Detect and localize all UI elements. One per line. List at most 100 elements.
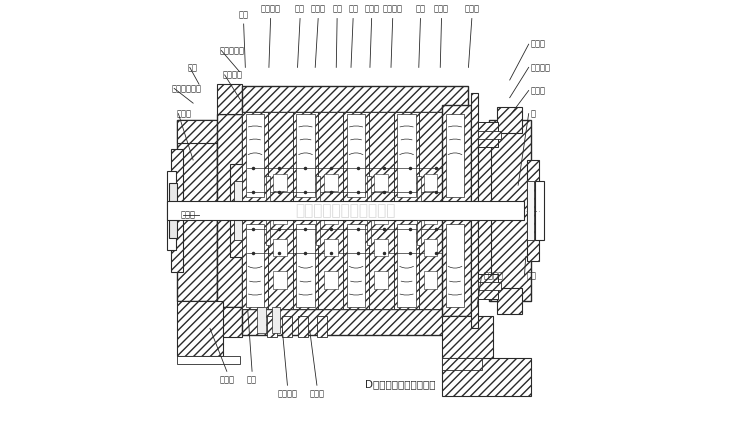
Bar <box>177 120 218 143</box>
Bar <box>471 93 478 328</box>
Text: 中段: 中段 <box>348 5 358 13</box>
Bar <box>281 316 292 337</box>
Bar <box>242 309 467 335</box>
Bar <box>324 173 338 192</box>
Bar <box>217 84 242 114</box>
Bar <box>296 114 315 197</box>
Bar <box>242 86 467 112</box>
Text: 次级叶轮: 次级叶轮 <box>382 5 403 13</box>
Text: 前段: 前段 <box>238 10 249 19</box>
Bar <box>324 271 338 289</box>
Text: 轴瓦: 轴瓦 <box>188 63 198 72</box>
Bar <box>497 288 522 314</box>
Bar <box>346 224 365 307</box>
Bar <box>367 176 370 201</box>
Bar <box>497 107 522 133</box>
Bar <box>272 307 280 333</box>
Bar <box>177 356 240 364</box>
Text: 深圳市龙岗机械有限公司: 深圳市龙岗机械有限公司 <box>296 203 396 218</box>
Bar <box>535 181 544 240</box>
Text: 平衡盘: 平衡盘 <box>531 86 546 95</box>
Bar <box>234 181 246 240</box>
Bar <box>346 114 365 197</box>
Text: 填料: 填料 <box>247 376 257 384</box>
Text: D型滑动轴承结构示意图: D型滑动轴承结构示意图 <box>365 379 436 389</box>
Bar <box>166 201 524 220</box>
Bar <box>273 173 287 192</box>
Bar <box>394 112 419 309</box>
Bar <box>177 301 224 356</box>
Text: 油环: 油环 <box>526 271 536 280</box>
Bar <box>268 112 293 309</box>
Bar <box>316 220 320 245</box>
Bar <box>527 181 534 240</box>
Bar <box>478 122 498 147</box>
Bar <box>478 131 501 139</box>
Bar <box>417 176 422 201</box>
Bar <box>419 112 442 309</box>
Bar <box>317 316 328 337</box>
Bar <box>171 149 184 272</box>
Text: 平衡挡套: 平衡挡套 <box>531 63 550 72</box>
Text: 有孔轴承压盖: 有孔轴承压盖 <box>172 84 202 93</box>
Bar <box>242 112 268 309</box>
Bar <box>442 112 467 309</box>
Bar <box>369 112 394 309</box>
Bar <box>398 114 416 197</box>
Bar <box>242 112 467 309</box>
Text: 泵联器: 泵联器 <box>176 109 191 118</box>
Bar <box>442 358 531 396</box>
Bar <box>442 358 482 370</box>
Bar <box>273 239 287 256</box>
Bar <box>374 173 388 192</box>
Bar <box>293 112 318 309</box>
Text: 平衡室盖: 平衡室盖 <box>484 271 503 280</box>
Bar <box>424 173 437 192</box>
Bar <box>478 274 498 299</box>
Text: 平衡套: 平衡套 <box>531 40 546 49</box>
Text: 轴: 轴 <box>531 109 536 118</box>
Bar <box>417 220 422 245</box>
Bar <box>369 112 394 309</box>
Text: 前段密封环: 前段密封环 <box>219 46 245 55</box>
Bar <box>230 164 247 257</box>
Text: 穿杠螺母: 穿杠螺母 <box>278 389 298 398</box>
Bar <box>318 112 344 309</box>
Bar <box>442 316 493 358</box>
Bar <box>273 206 287 224</box>
Bar <box>344 112 369 309</box>
Bar <box>296 224 315 307</box>
Bar <box>267 316 277 337</box>
Bar <box>324 239 338 256</box>
Bar <box>424 239 437 256</box>
Bar <box>374 239 388 256</box>
Text: 密封环: 密封环 <box>364 5 380 13</box>
Text: 填料环: 填料环 <box>310 389 325 398</box>
Text: 导叶: 导叶 <box>295 5 305 13</box>
Bar <box>489 120 531 301</box>
Bar <box>442 105 471 316</box>
Text: 轴承架: 轴承架 <box>219 376 234 384</box>
Bar <box>266 176 270 201</box>
Text: 首级叶轮: 首级叶轮 <box>260 5 280 13</box>
Bar <box>446 114 464 197</box>
Text: 后段: 后段 <box>416 5 425 13</box>
Bar <box>169 183 177 238</box>
Text: 填料压盖: 填料压盖 <box>223 70 242 80</box>
Text: 平衡板: 平衡板 <box>464 5 479 13</box>
Bar <box>266 220 270 245</box>
Text: 穿杠: 穿杠 <box>332 5 342 13</box>
Bar <box>398 224 416 307</box>
Bar <box>424 206 437 224</box>
Bar <box>177 120 218 301</box>
Bar <box>419 112 442 309</box>
Text: 轴承体: 轴承体 <box>181 210 196 219</box>
Bar <box>273 271 287 289</box>
Bar <box>446 224 464 307</box>
Bar <box>324 206 338 224</box>
Bar <box>246 114 264 197</box>
Bar <box>478 282 501 290</box>
Bar <box>298 316 308 337</box>
Bar <box>526 160 539 261</box>
Bar <box>268 112 293 309</box>
